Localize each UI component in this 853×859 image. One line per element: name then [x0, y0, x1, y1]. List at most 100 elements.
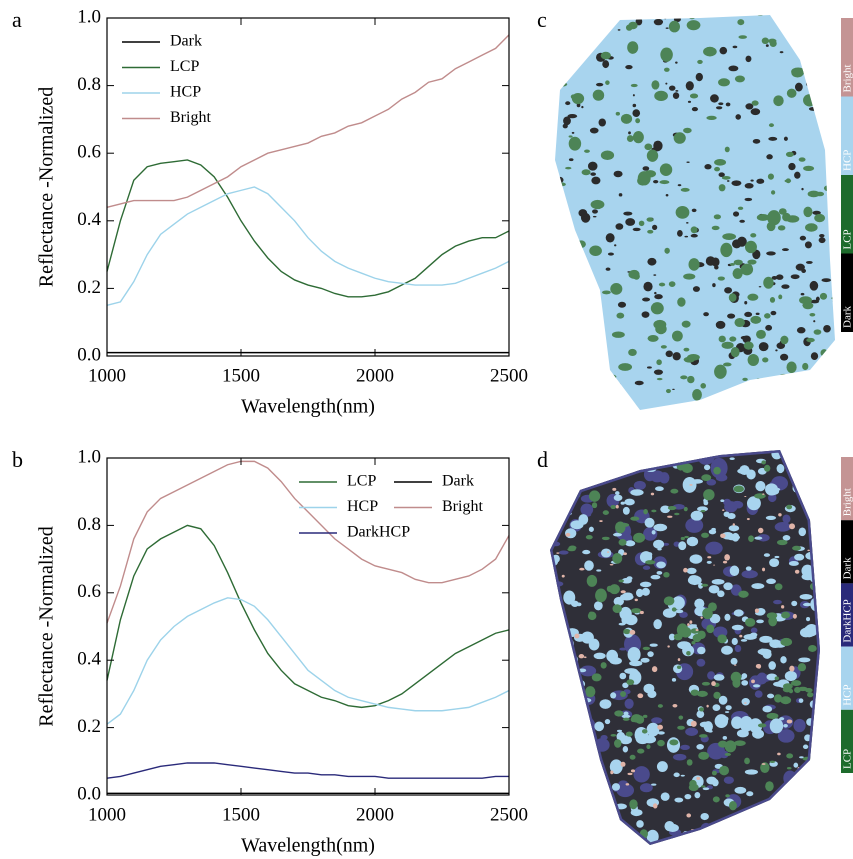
map-blob — [759, 635, 773, 643]
map-blob — [717, 634, 727, 644]
map-blob — [581, 788, 599, 799]
map-blob — [777, 752, 781, 756]
map-blob — [580, 503, 594, 516]
map-blob — [568, 158, 574, 162]
map-blob — [768, 616, 778, 627]
map-blob — [737, 206, 744, 210]
map-blob — [656, 359, 662, 366]
map-blob — [555, 370, 560, 379]
y-tick-label: 0.6 — [77, 142, 101, 163]
map-blob — [756, 329, 766, 339]
map-blob — [724, 752, 732, 756]
map-blob — [620, 501, 625, 505]
map-blob — [696, 744, 704, 750]
map-blob — [571, 712, 580, 720]
map-blob — [738, 590, 749, 598]
map-blob — [550, 686, 563, 699]
map-blob — [828, 130, 835, 139]
map-blob — [588, 490, 601, 502]
map-blob — [637, 693, 644, 699]
map-blob — [728, 525, 740, 532]
map-blob — [587, 161, 598, 171]
colorbar-label: LCP — [842, 749, 853, 769]
map-blob — [781, 605, 785, 609]
map-blob — [585, 534, 593, 540]
map-blob — [732, 268, 743, 280]
map-blob — [761, 37, 769, 45]
map-blob — [782, 16, 789, 22]
map-blob — [641, 311, 650, 318]
map-blob — [621, 616, 629, 625]
map-blob — [562, 288, 574, 300]
map-blob — [689, 484, 693, 486]
map-blob — [645, 560, 656, 565]
map-blob — [651, 717, 663, 724]
map-blob — [552, 677, 562, 686]
map-blob — [620, 590, 626, 594]
map-blob — [700, 616, 703, 619]
map-blob — [643, 281, 653, 292]
map-blob — [729, 336, 737, 342]
map-blob — [745, 55, 752, 63]
map-blob — [578, 514, 589, 525]
map-blob — [555, 258, 558, 266]
map-blob — [642, 714, 648, 718]
map-blob — [612, 553, 623, 564]
map-blob — [763, 553, 770, 557]
map-blob — [696, 658, 706, 667]
map-blob — [781, 611, 791, 619]
map-blob — [564, 286, 577, 299]
map-blob — [697, 630, 706, 640]
series-line — [106, 762, 509, 779]
map-blob — [794, 553, 805, 561]
map-blob — [600, 787, 606, 794]
map-blob — [653, 619, 662, 630]
map-blob — [676, 665, 682, 669]
map-blob — [639, 581, 652, 588]
map-blob — [675, 205, 690, 219]
map-blob — [590, 172, 596, 176]
map-blob — [803, 206, 813, 218]
map-blob — [695, 450, 710, 452]
map-blob — [555, 204, 557, 214]
map-blob — [823, 357, 830, 364]
map-blob — [812, 210, 821, 215]
map-blob — [818, 547, 820, 554]
map-blob — [737, 236, 747, 247]
map-blob — [695, 444, 701, 447]
map-blob — [808, 106, 819, 111]
map-blob — [600, 662, 607, 669]
map-blob — [720, 499, 725, 503]
map-blob — [799, 15, 813, 27]
map-blob — [722, 560, 728, 564]
map-blob — [791, 405, 800, 410]
map-blob — [766, 578, 776, 585]
map-blob — [733, 609, 744, 617]
map-blob — [692, 844, 702, 845]
map-blob — [625, 218, 636, 226]
map-blob — [568, 545, 577, 550]
map-blob — [624, 698, 634, 709]
map-blob — [587, 751, 598, 761]
map-blob — [625, 783, 630, 786]
map-blob — [722, 838, 727, 843]
map-blob — [595, 350, 605, 357]
map-blob — [655, 486, 664, 491]
map-blob — [819, 369, 827, 376]
map-blob — [558, 550, 569, 555]
x-tick-label: 1000 — [88, 804, 126, 825]
map-blob — [833, 391, 835, 402]
map-blob — [778, 208, 787, 215]
map-blob — [653, 180, 659, 184]
map-blob — [701, 532, 709, 538]
map-blob — [616, 731, 626, 742]
map-blob — [597, 822, 602, 828]
map-blob — [738, 35, 748, 39]
map-blob — [555, 479, 569, 486]
map-blob — [701, 681, 711, 686]
map-blob — [549, 98, 554, 101]
map-blob — [711, 681, 716, 687]
map-blob — [744, 240, 757, 254]
map-blob — [578, 473, 585, 477]
map-blob — [720, 533, 726, 539]
